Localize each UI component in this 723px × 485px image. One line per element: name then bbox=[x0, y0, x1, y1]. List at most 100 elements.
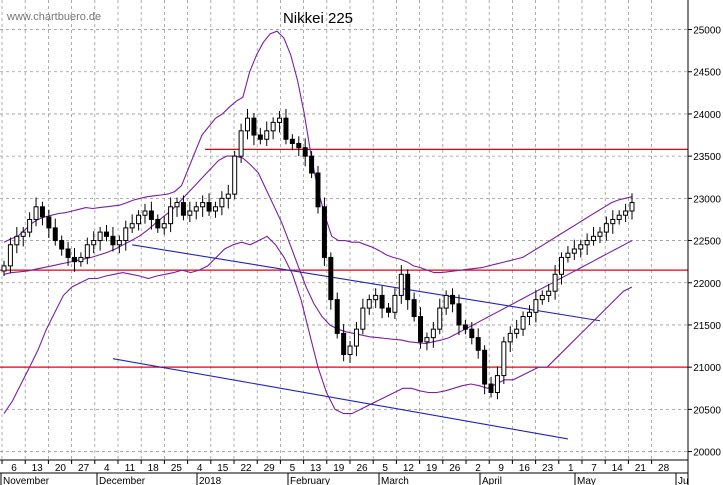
candle-body bbox=[469, 328, 475, 339]
candle-body bbox=[110, 235, 116, 246]
y-tick-label: 24500 bbox=[693, 68, 721, 79]
candle bbox=[321, 197, 327, 266]
candle-body bbox=[623, 210, 629, 216]
candle-body bbox=[277, 117, 283, 123]
candle-body bbox=[405, 273, 411, 301]
candle-body bbox=[296, 142, 302, 149]
grid bbox=[0, 0, 688, 460]
channel-line bbox=[132, 244, 601, 322]
candle bbox=[289, 134, 295, 151]
x-tick-label: 13 bbox=[310, 463, 322, 474]
candle bbox=[142, 203, 148, 224]
candle bbox=[174, 197, 180, 217]
candle bbox=[238, 123, 244, 163]
candle-body bbox=[84, 244, 90, 258]
candle-body bbox=[148, 210, 154, 220]
candle-body bbox=[52, 227, 58, 242]
candle bbox=[353, 322, 359, 357]
candle bbox=[251, 113, 257, 146]
candle bbox=[71, 248, 77, 272]
candle-body bbox=[257, 134, 263, 140]
candle-body bbox=[565, 252, 571, 258]
candle-body bbox=[411, 299, 417, 318]
x-tick-label: 27 bbox=[78, 463, 90, 474]
y-tick-label: 23000 bbox=[693, 194, 721, 205]
month-label: November bbox=[3, 476, 50, 485]
candle-body bbox=[289, 138, 295, 144]
candle-body bbox=[33, 206, 39, 220]
candle bbox=[501, 336, 507, 385]
candle-body bbox=[597, 231, 603, 237]
candle-body bbox=[488, 383, 494, 393]
candle bbox=[20, 227, 26, 247]
candle bbox=[623, 203, 629, 222]
candle bbox=[366, 294, 372, 315]
candle-body bbox=[443, 294, 449, 309]
candle bbox=[104, 224, 110, 242]
candle-body bbox=[328, 256, 334, 301]
bollinger-bands bbox=[3, 30, 633, 415]
candle-body bbox=[193, 206, 199, 212]
x-tick-label: 25 bbox=[171, 463, 183, 474]
candle bbox=[193, 201, 199, 220]
candle bbox=[539, 290, 545, 305]
candle-body bbox=[546, 290, 552, 296]
x-tick-label: 1 bbox=[568, 463, 574, 474]
candle-body bbox=[437, 307, 443, 330]
candle bbox=[123, 220, 129, 251]
candle-body bbox=[302, 147, 308, 157]
y-tick-label: 23500 bbox=[693, 152, 721, 163]
candle-body bbox=[603, 223, 609, 233]
candle bbox=[212, 201, 218, 218]
candle bbox=[200, 195, 206, 217]
candle-body bbox=[78, 256, 84, 263]
bollinger-lower-line bbox=[3, 235, 633, 415]
candle bbox=[526, 305, 532, 325]
candle-body bbox=[116, 240, 122, 246]
axes bbox=[0, 0, 692, 485]
candle bbox=[482, 345, 488, 395]
candle-body bbox=[20, 231, 26, 237]
x-tick-label: 4 bbox=[197, 463, 203, 474]
candle-body bbox=[424, 337, 430, 343]
x-tick-label: 16 bbox=[519, 463, 531, 474]
candle bbox=[1, 260, 7, 276]
candle bbox=[514, 319, 520, 339]
candle-body bbox=[552, 273, 558, 292]
candle-body bbox=[187, 210, 193, 216]
candle-body bbox=[46, 216, 52, 229]
candle-body bbox=[578, 244, 584, 250]
x-tick-label: 6 bbox=[11, 463, 17, 474]
candle bbox=[168, 197, 174, 233]
candle-body bbox=[39, 206, 45, 218]
candle bbox=[328, 252, 334, 310]
candle bbox=[360, 298, 366, 335]
candle bbox=[315, 165, 321, 214]
candle bbox=[341, 324, 347, 362]
candle-body bbox=[161, 223, 167, 229]
candle bbox=[488, 376, 494, 398]
watermark: www.chartbuero.de bbox=[6, 11, 101, 23]
candle bbox=[379, 286, 385, 319]
candle-body bbox=[360, 307, 366, 330]
candle-body bbox=[59, 240, 65, 250]
x-axis-labels: 6 13 20 27 4 11 18 25 4 15 22 29 5 13 19 26 5 12 19 26 2 9 16 2… bbox=[3, 463, 689, 485]
candle bbox=[46, 209, 52, 239]
month-label: May bbox=[577, 476, 596, 485]
candle bbox=[424, 332, 430, 351]
candle bbox=[385, 303, 391, 318]
candle bbox=[597, 227, 603, 244]
candle bbox=[591, 227, 597, 246]
candle-body bbox=[450, 294, 456, 305]
candle-body bbox=[475, 337, 481, 351]
candle-body bbox=[136, 214, 142, 225]
x-tick-label: 26 bbox=[449, 463, 461, 474]
candle-body bbox=[251, 117, 257, 136]
candle-body bbox=[341, 332, 347, 355]
candle-body bbox=[97, 231, 103, 242]
candle bbox=[129, 214, 135, 233]
candle-body bbox=[462, 324, 468, 330]
candle bbox=[39, 201, 45, 226]
y-tick-label: 21000 bbox=[693, 363, 721, 374]
candle bbox=[7, 237, 13, 273]
